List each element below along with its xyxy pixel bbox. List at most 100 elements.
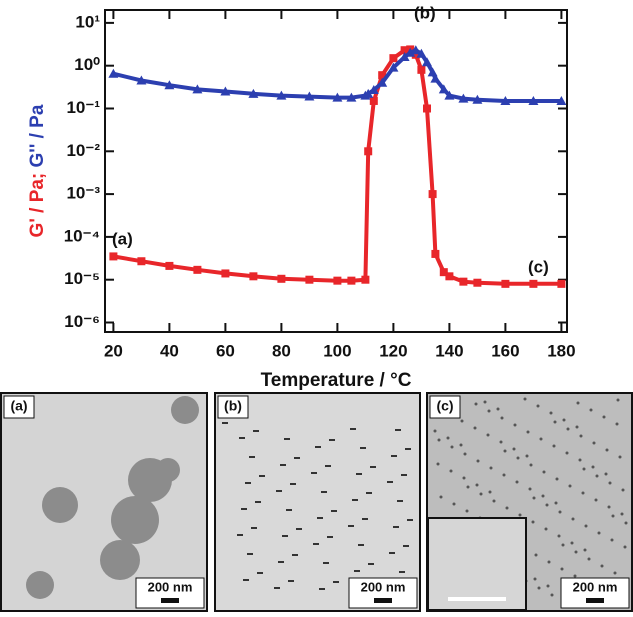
particle xyxy=(618,455,622,459)
particle xyxy=(513,423,517,427)
scale-label: 200 nm xyxy=(148,579,193,594)
marker xyxy=(136,75,147,85)
particle xyxy=(348,525,354,527)
label-box xyxy=(3,395,35,419)
marker xyxy=(305,275,314,284)
x-axis-label: Temperature / °C xyxy=(261,370,412,391)
particle xyxy=(475,483,479,487)
y-tick-label: 10⁻³ xyxy=(66,184,100,203)
particle xyxy=(403,545,409,547)
particle xyxy=(528,487,532,491)
particle xyxy=(255,501,261,503)
marker xyxy=(500,95,511,105)
panel-label: (c) xyxy=(436,398,453,414)
particle xyxy=(539,437,543,441)
particle xyxy=(407,519,413,521)
particle xyxy=(562,418,566,422)
marker xyxy=(276,90,287,100)
marker xyxy=(347,276,356,285)
particle xyxy=(534,553,538,557)
particle xyxy=(319,588,325,590)
particle xyxy=(488,490,492,494)
marker xyxy=(192,84,203,94)
micrograph-panel: (a) 200 nm xyxy=(0,392,208,612)
particle xyxy=(401,474,407,476)
y-label-part: G'' / Pa xyxy=(27,104,48,167)
marker xyxy=(248,88,259,98)
particle xyxy=(241,508,247,510)
marker xyxy=(445,272,454,281)
y-axis-label: G' / Pa; G'' / Pa xyxy=(27,104,48,237)
particle xyxy=(576,401,580,405)
particle xyxy=(566,427,570,431)
particle xyxy=(561,543,565,547)
particle xyxy=(315,446,321,448)
particle xyxy=(512,447,516,451)
marker xyxy=(221,269,230,278)
marker xyxy=(528,95,539,105)
marker xyxy=(332,92,343,102)
particle xyxy=(370,466,376,468)
panel-label: (b) xyxy=(224,398,242,414)
particle xyxy=(331,510,337,512)
scale-bar xyxy=(161,598,179,603)
particle xyxy=(327,536,333,538)
marker xyxy=(557,279,566,288)
particle xyxy=(473,426,477,430)
marker xyxy=(108,68,119,78)
particle xyxy=(360,447,366,449)
particle xyxy=(579,434,583,438)
particle xyxy=(397,500,403,502)
marker xyxy=(277,274,286,283)
particle xyxy=(545,503,549,507)
marker xyxy=(556,95,567,105)
particle xyxy=(393,526,399,528)
marker xyxy=(405,47,416,57)
x-tick-label: 40 xyxy=(160,341,179,360)
marker xyxy=(459,277,468,286)
particle xyxy=(321,491,327,493)
marker xyxy=(473,278,482,287)
marker xyxy=(304,91,315,101)
marker xyxy=(431,249,440,258)
particle xyxy=(516,456,520,460)
particle xyxy=(542,470,546,474)
particle xyxy=(247,553,253,555)
particle xyxy=(245,482,251,484)
particle xyxy=(533,577,537,581)
particle xyxy=(523,397,527,401)
particle xyxy=(610,538,614,542)
particle xyxy=(531,520,535,524)
x-tick-label: 100 xyxy=(323,341,351,360)
scale-label: 200 nm xyxy=(361,579,406,594)
marker xyxy=(439,268,448,277)
particle xyxy=(317,517,323,519)
particle xyxy=(573,574,577,578)
particle xyxy=(171,396,199,424)
particle xyxy=(492,499,496,503)
particle xyxy=(532,496,536,500)
particle xyxy=(607,505,611,509)
particle xyxy=(352,499,358,501)
particle xyxy=(296,528,302,530)
particle xyxy=(560,567,564,571)
particle xyxy=(462,476,466,480)
y-tick-label: 10⁻⁵ xyxy=(64,269,100,288)
particle xyxy=(465,509,469,513)
particle xyxy=(222,422,228,424)
particle xyxy=(284,438,290,440)
particle xyxy=(558,510,562,514)
annotation: (b) xyxy=(414,3,436,22)
particle xyxy=(311,472,317,474)
x-tick-label: 180 xyxy=(547,341,575,360)
y-tick-label: 10⁻² xyxy=(66,141,100,160)
particle xyxy=(251,527,257,529)
micrograph-panel: (c) 200 nm xyxy=(426,392,633,612)
particle xyxy=(466,485,470,489)
particle xyxy=(460,419,464,423)
particle xyxy=(156,458,180,482)
marker xyxy=(377,77,388,87)
particle xyxy=(595,474,599,478)
particle xyxy=(600,564,604,568)
